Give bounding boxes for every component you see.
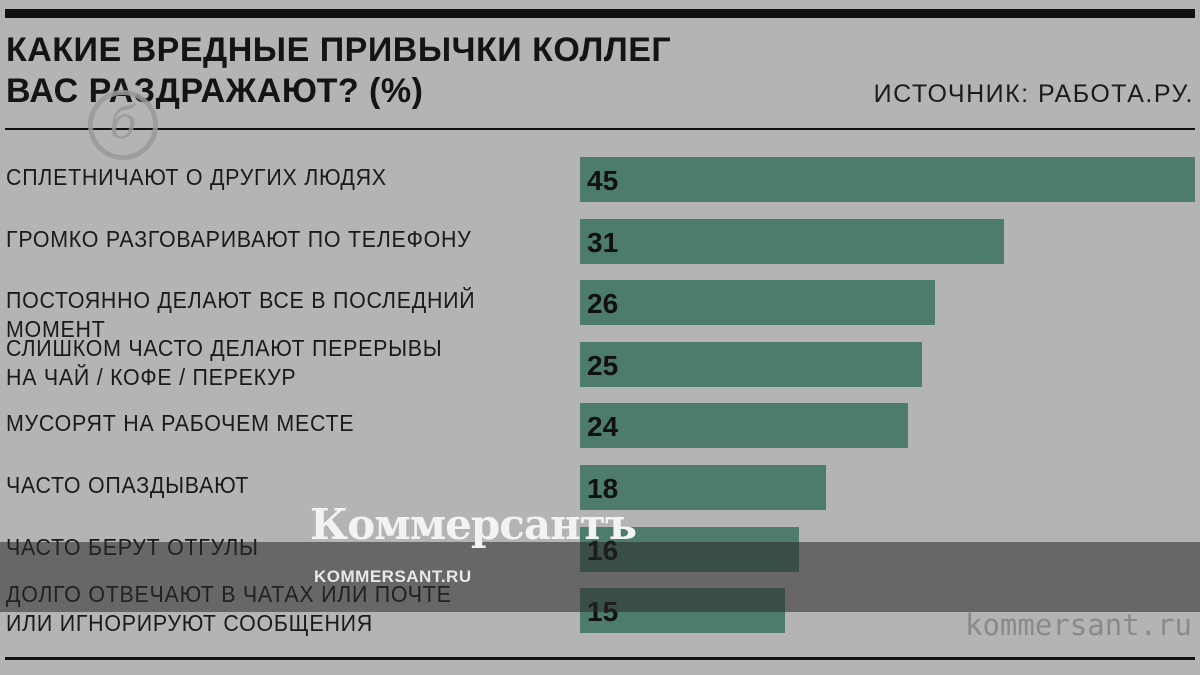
bar-value-label: 24 bbox=[587, 411, 619, 443]
bar bbox=[580, 403, 908, 449]
bar bbox=[580, 157, 1195, 202]
category-label: МУСОРЯТ НА РАБОЧЕМ МЕСТЕ bbox=[6, 410, 355, 437]
publisher-logo-icon: б bbox=[88, 90, 158, 160]
bar bbox=[580, 341, 922, 387]
bar-value-label: 25 bbox=[587, 349, 619, 381]
top-rule bbox=[5, 9, 1195, 18]
chart-title: КАКИЕ ВРЕДНЫЕ ПРИВЫЧКИ КОЛЛЕГ ВАС РАЗДРА… bbox=[6, 31, 672, 110]
watermark-band bbox=[0, 542, 1200, 612]
source-label: ИСТОЧНИК: РАБОТА.РУ. bbox=[873, 80, 1194, 108]
category-label: СЛИШКОМ ЧАСТО ДЕЛАЮТ ПЕРЕРЫВЫ НА ЧАЙ / К… bbox=[6, 334, 443, 390]
watermark-url: KOMMERSANT.RU bbox=[314, 567, 472, 586]
category-label: ПОСТОЯННО ДЕЛАЮТ ВСЕ В ПОСЛЕДНИЙ МОМЕНТ bbox=[6, 287, 476, 343]
corner-watermark: kommersant.ru bbox=[965, 608, 1192, 642]
bar bbox=[580, 280, 936, 326]
bottom-rule bbox=[5, 657, 1195, 660]
bar-value-label: 45 bbox=[587, 165, 619, 196]
watermark-brand: Коммерсантъ bbox=[310, 500, 637, 549]
bar bbox=[580, 218, 1004, 264]
bar-value-label: 18 bbox=[587, 473, 619, 504]
bar bbox=[580, 465, 826, 510]
category-label: ЧАСТО ОПАЗДЫВАЮТ bbox=[6, 472, 250, 498]
category-label: СПЛЕТНИЧАЮТ О ДРУГИХ ЛЮДЯХ bbox=[6, 164, 387, 190]
bar-value-label: 26 bbox=[587, 288, 619, 320]
category-label: ГРОМКО РАЗГОВАРИВАЮТ ПО ТЕЛЕФОНУ bbox=[6, 225, 472, 252]
bar-value-label: 31 bbox=[587, 226, 619, 258]
header-divider bbox=[5, 128, 1195, 130]
